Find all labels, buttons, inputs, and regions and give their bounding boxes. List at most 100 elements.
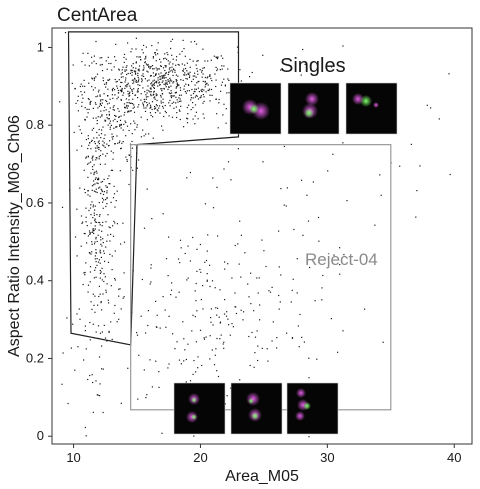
data-point <box>119 124 121 126</box>
data-point <box>168 236 170 238</box>
plot-frame <box>51 27 473 445</box>
data-point <box>191 80 193 83</box>
data-point <box>91 86 93 88</box>
data-point <box>107 299 109 301</box>
data-point <box>257 345 259 347</box>
data-point <box>301 179 303 181</box>
data-point <box>115 59 117 62</box>
data-point <box>102 144 104 146</box>
data-point <box>184 349 186 351</box>
data-point <box>94 178 96 180</box>
data-point <box>206 279 208 281</box>
data-point <box>111 136 113 138</box>
data-point <box>96 394 98 396</box>
data-point <box>205 83 207 85</box>
data-point <box>143 65 145 67</box>
data-point <box>123 92 125 94</box>
data-point <box>101 279 103 281</box>
data-point <box>196 82 198 84</box>
data-point <box>143 105 145 107</box>
y-tick-label: 0 <box>37 428 44 443</box>
data-point <box>189 66 191 68</box>
data-point <box>98 140 100 142</box>
data-point <box>193 360 195 362</box>
data-point <box>161 81 163 83</box>
data-point <box>108 102 110 104</box>
data-point <box>225 108 227 110</box>
data-point <box>175 92 177 94</box>
data-point <box>169 80 171 82</box>
data-point <box>206 77 208 79</box>
data-point <box>183 74 186 76</box>
data-point <box>196 95 198 97</box>
data-point <box>189 71 191 73</box>
reject-gate[interactable] <box>130 144 392 411</box>
data-point <box>105 109 107 111</box>
data-point <box>285 205 287 207</box>
data-point <box>87 52 89 54</box>
data-point <box>169 105 171 107</box>
data-point <box>254 336 257 338</box>
data-point <box>164 74 166 76</box>
data-point <box>207 60 209 62</box>
data-point <box>120 147 122 149</box>
data-point <box>87 138 89 140</box>
data-point <box>183 338 185 340</box>
data-point <box>210 59 212 61</box>
data-point <box>109 122 111 124</box>
data-point <box>105 60 107 62</box>
data-point <box>72 64 74 66</box>
data-point <box>165 326 167 328</box>
data-point <box>91 185 93 187</box>
data-point <box>149 104 152 106</box>
data-point <box>330 66 333 68</box>
data-point <box>152 56 154 58</box>
data-point <box>88 162 90 164</box>
data-point <box>84 274 86 276</box>
data-point <box>223 78 225 80</box>
data-point <box>112 120 114 122</box>
data-point <box>131 69 133 72</box>
data-point <box>106 190 108 192</box>
data-point <box>215 85 217 88</box>
data-point <box>123 56 125 59</box>
data-point <box>272 321 274 323</box>
data-point <box>92 381 94 384</box>
x-tick-label: 20 <box>193 450 207 465</box>
data-point <box>125 98 127 100</box>
data-point <box>123 123 125 125</box>
data-point <box>130 102 132 104</box>
data-point <box>107 79 109 81</box>
data-point <box>87 163 89 165</box>
data-point <box>94 255 96 257</box>
data-point <box>70 347 72 349</box>
data-point <box>224 261 226 263</box>
data-point <box>94 183 96 185</box>
data-point <box>155 300 157 302</box>
data-point <box>194 40 196 43</box>
data-point <box>199 329 202 331</box>
data-point <box>129 110 131 112</box>
data-point <box>232 326 234 328</box>
data-point <box>170 85 172 87</box>
data-point <box>222 57 224 59</box>
data-point <box>205 259 208 262</box>
data-point <box>94 87 96 89</box>
data-point <box>168 363 170 365</box>
data-point <box>330 318 332 320</box>
data-point <box>127 93 129 95</box>
data-point <box>151 82 153 84</box>
data-point <box>171 92 173 94</box>
data-point <box>91 62 93 64</box>
data-point <box>154 52 156 54</box>
data-point <box>150 267 152 269</box>
data-point <box>106 192 108 194</box>
data-point <box>176 85 179 87</box>
data-point <box>169 61 171 63</box>
data-point <box>145 397 147 399</box>
data-point <box>93 55 95 57</box>
data-point <box>339 264 341 266</box>
data-point <box>178 109 180 111</box>
data-point <box>174 69 176 71</box>
data-point <box>100 239 102 241</box>
